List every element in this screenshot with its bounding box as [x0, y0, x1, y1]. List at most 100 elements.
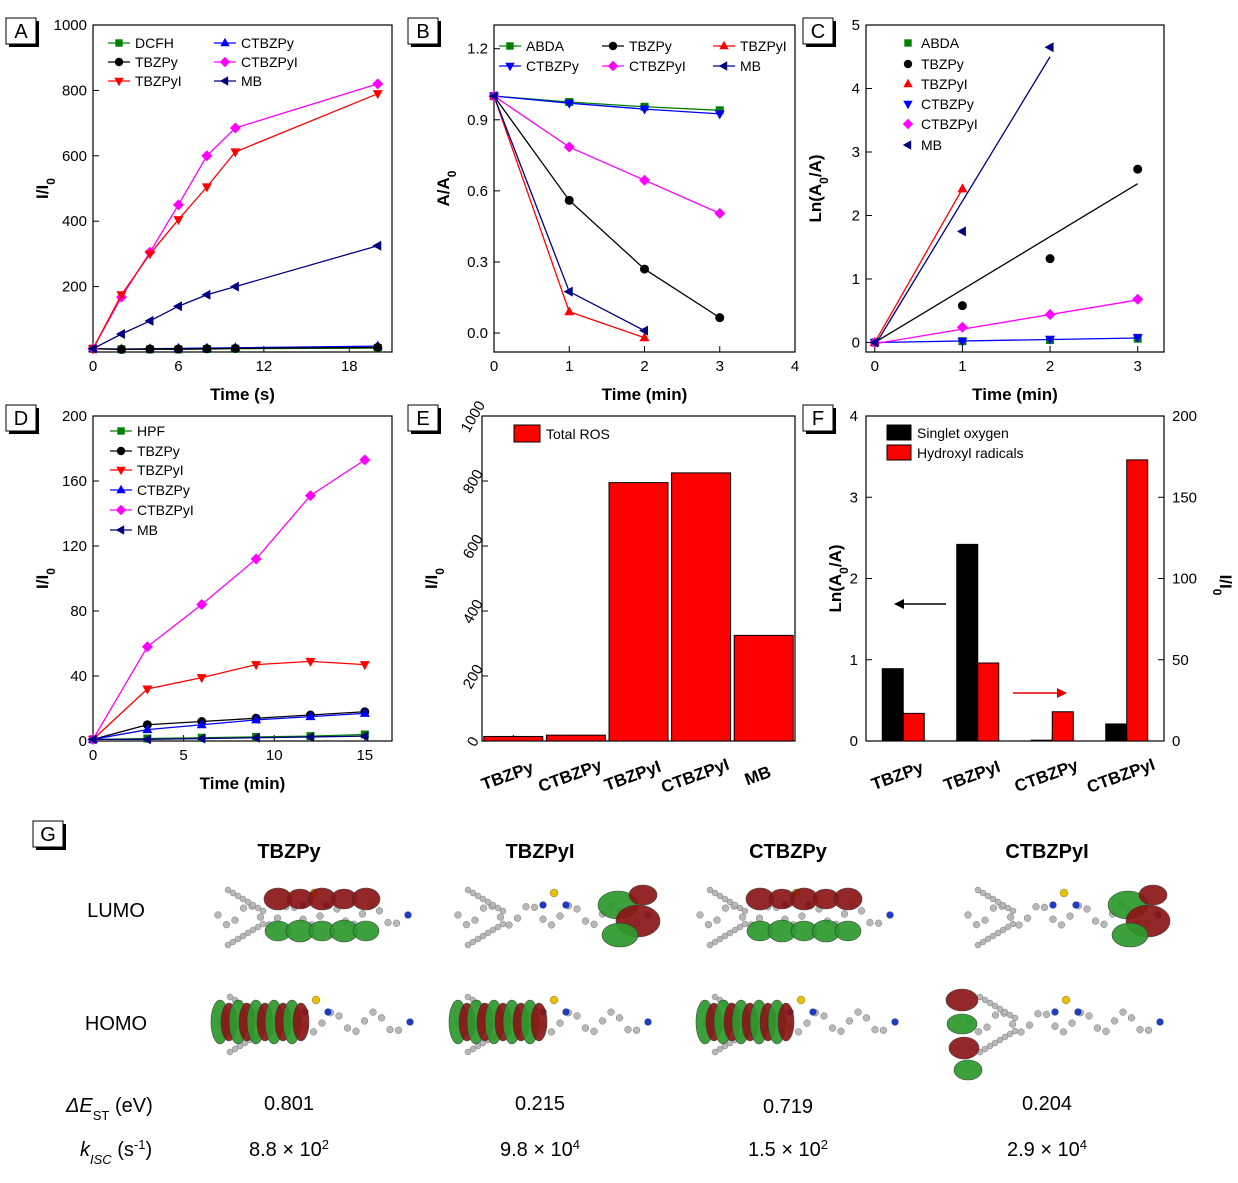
- atom: [229, 889, 237, 897]
- orbital-lobe: [601, 922, 639, 948]
- legend-label: MB: [241, 73, 262, 89]
- atom: [309, 1028, 318, 1036]
- atom: [1083, 905, 1091, 913]
- atom: [1017, 1028, 1025, 1036]
- series-TBZPyI: TBZPyI: [489, 38, 787, 342]
- atom: [1001, 1033, 1009, 1041]
- atom: [479, 932, 487, 940]
- panel-label-G-text: G: [40, 824, 56, 846]
- y-tick-label: 40: [70, 668, 87, 685]
- x-axis-label: Time (min): [972, 385, 1058, 404]
- kisc-unit-close: ): [145, 1139, 152, 1161]
- panel-label-G-shadow-r: [63, 824, 66, 850]
- y-tick-label: 600: [62, 148, 87, 165]
- x-tick-label: 5: [179, 747, 187, 764]
- y-tick-label: 600: [460, 532, 487, 562]
- data-point: [715, 313, 725, 323]
- panel-label-G-box: [32, 820, 64, 848]
- bar-TBZPyI: [608, 482, 669, 742]
- panel-label-A-shadow-r: [36, 21, 39, 47]
- atom: [1008, 1020, 1017, 1028]
- panel-label-G: G: [32, 820, 66, 850]
- atom: [244, 898, 252, 906]
- atom: [254, 904, 262, 912]
- data-point: [116, 291, 127, 301]
- atom: [607, 1008, 615, 1016]
- atom: [796, 995, 806, 1005]
- mol-TBZPyI-lumo: [454, 884, 661, 949]
- panel-label-A: A: [5, 17, 39, 47]
- label-part: /A): [806, 154, 825, 177]
- data-point: [304, 490, 316, 502]
- panel-label-B: B: [407, 17, 441, 47]
- series-line: [493, 95, 645, 339]
- delta-est-value: 0.719: [763, 1096, 813, 1118]
- y-tick-label: 5: [852, 17, 860, 34]
- label-part: Time (s): [210, 385, 275, 404]
- row-label-homo: HOMO: [85, 1013, 147, 1035]
- atom: [222, 921, 231, 929]
- atom: [731, 901, 739, 909]
- atom: [736, 923, 744, 931]
- atom: [479, 895, 487, 903]
- series-line: [92, 459, 366, 740]
- bar-hydroxyl-CTBZPy: [1051, 711, 1074, 742]
- legend-marker: [904, 39, 912, 47]
- legend-label: Hydroxyl radicals: [917, 445, 1024, 461]
- y-axis-label: I/I0: [33, 568, 58, 589]
- atom: [1049, 901, 1057, 909]
- data-point: [488, 91, 498, 102]
- series-CTBZPy: CTBZPy: [489, 58, 725, 120]
- atom: [392, 919, 401, 927]
- legend-label: Singlet oxygen: [917, 425, 1009, 441]
- data-point: [196, 733, 206, 744]
- panel-label-B-shadow-b: [411, 44, 441, 47]
- atom: [464, 886, 472, 894]
- atom: [1091, 917, 1100, 925]
- atom: [454, 911, 462, 919]
- atom: [1136, 1026, 1144, 1034]
- y-tick-label: 160: [62, 473, 87, 490]
- y-tick-label: 0.9: [467, 112, 488, 129]
- label-part: Ln(A: [806, 184, 825, 223]
- data-point: [229, 122, 241, 134]
- atom: [377, 1014, 386, 1022]
- plot-frame: [92, 24, 393, 353]
- atom: [721, 904, 730, 912]
- y-axis-label: Ln(A0/A): [806, 154, 831, 222]
- legend-label: HPF: [137, 423, 165, 439]
- label-part: 0: [433, 568, 447, 575]
- series-CTBZPyI: CTBZPyI: [488, 58, 726, 219]
- atom: [360, 1017, 369, 1025]
- orbital-lobe: [953, 1059, 983, 1081]
- atom: [581, 917, 590, 925]
- y-tick-label: 4: [850, 408, 858, 425]
- data-point: [201, 289, 211, 300]
- atom: [1110, 1017, 1119, 1025]
- y-tick-label: 0: [79, 733, 87, 750]
- data-point: [563, 141, 575, 153]
- panel-label-F-box: [802, 404, 834, 432]
- atom: [862, 1014, 871, 1022]
- data-point: [250, 553, 262, 565]
- series-line: [493, 95, 720, 115]
- atom: [352, 1027, 360, 1035]
- y-tick-label: 400: [62, 213, 87, 230]
- x-category-label: TBZPy: [869, 758, 927, 794]
- data-point: [957, 183, 968, 193]
- data-point: [359, 454, 371, 466]
- legend-marker: [114, 57, 124, 67]
- data-point: [202, 344, 212, 354]
- x-axis-label: Time (min): [602, 385, 688, 404]
- panel-label-D-text: D: [14, 408, 28, 430]
- legend-marker: [719, 40, 729, 50]
- atom: [316, 912, 324, 920]
- y-axis-label: I/I0: [422, 568, 447, 589]
- legend-label: CTBZPyI: [241, 54, 298, 70]
- compound-title: CTBZPy: [749, 841, 828, 863]
- kisc-exponent: 2: [821, 1137, 828, 1152]
- atom: [974, 1028, 983, 1036]
- legend-label: TBZPy: [135, 54, 178, 70]
